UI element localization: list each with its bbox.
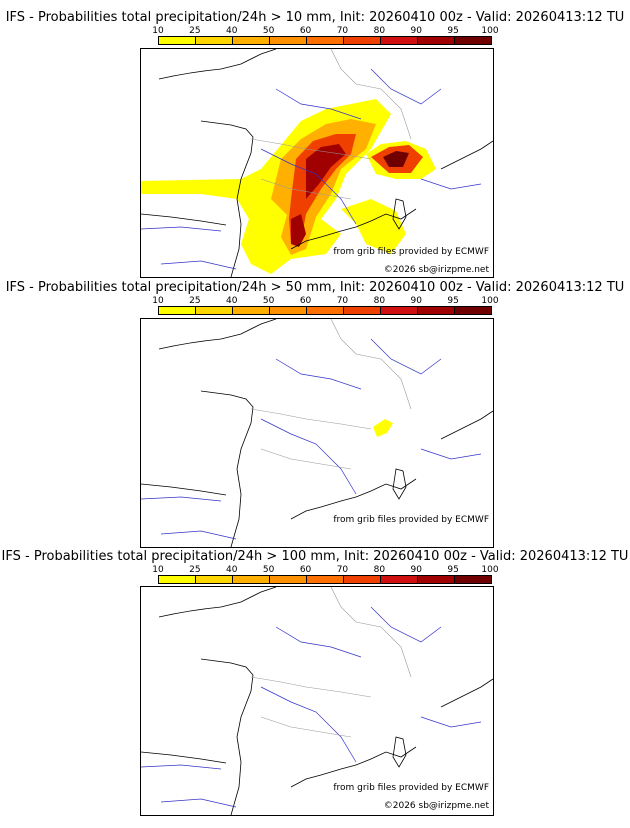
scale-tick-label: 25 [189, 296, 201, 306]
scale-swatch [381, 37, 418, 44]
panel-3-color-scale: 10 25 40 50 60 70 80 90 95 100 [152, 565, 499, 584]
scale-swatch [159, 307, 196, 314]
panel-3-map: from grib files provided by ECMWF ©2026 … [140, 586, 494, 816]
scale-tick-label: 95 [447, 296, 459, 306]
panel-1-credit-source: from grib files provided by ECMWF [333, 247, 489, 257]
panel-1-map: from grib files provided by ECMWF ©2026 … [140, 48, 494, 278]
scale-tick-label: 100 [481, 296, 499, 306]
scale-swatch [455, 307, 491, 314]
panel-1-title: IFS - Probabilities total precipitation/… [5, 10, 625, 25]
scale-tick-label: 50 [262, 296, 275, 306]
panel-3-rivers [141, 606, 482, 808]
panel-3-map-svg [141, 587, 493, 815]
scale-tick-label: 40 [226, 296, 238, 306]
scale-swatch [233, 576, 270, 583]
panel-2-map-svg [141, 319, 493, 547]
scale-swatch [418, 307, 455, 314]
scale-swatch [381, 307, 418, 314]
scale-tick-label: 60 [299, 296, 312, 306]
scale-swatch [418, 576, 455, 583]
scale-swatch [196, 576, 233, 583]
scale-swatch [344, 576, 381, 583]
panel-1-borders [250, 49, 412, 200]
scale-tick-label: 40 [226, 26, 238, 36]
panel-3-credit-copyright: ©2026 sb@irizpme.net [383, 801, 489, 811]
panel-1-color-scale: 10 25 40 50 60 70 80 90 95 100 [152, 26, 499, 45]
scale-swatch [270, 307, 307, 314]
panel-2-precip-field [373, 419, 393, 437]
panel-1-coastline [141, 49, 493, 277]
panel-2-map: from grib files provided by ECMWF [140, 318, 494, 548]
scale-tick-label: 50 [262, 26, 275, 36]
panel-1-precip-field [141, 99, 436, 274]
scale-swatch [233, 307, 270, 314]
scale-swatch [344, 37, 381, 44]
scale-tick-label: 70 [336, 565, 349, 575]
scale-swatch [418, 37, 455, 44]
panel-1-rivers [141, 68, 482, 270]
scale-swatch [455, 576, 491, 583]
scale-tick-label: 95 [447, 565, 459, 575]
panel-2-credit-source: from grib files provided by ECMWF [333, 515, 489, 525]
scale-tick-label: 70 [336, 26, 349, 36]
scale-swatch [307, 37, 344, 44]
scale-tick-label: 95 [447, 26, 459, 36]
scale-tick-label: 25 [189, 26, 201, 36]
panel-3-borders [250, 587, 412, 738]
scale-swatch [455, 37, 491, 44]
scale-tick-label: 80 [373, 26, 386, 36]
panel-2-borders [250, 319, 412, 470]
scale-swatch [307, 307, 344, 314]
scale-tick-label: 50 [262, 565, 275, 575]
scale-swatch [307, 576, 344, 583]
panel-1-map-svg [141, 49, 493, 277]
panel-3-credit-source: from grib files provided by ECMWF [333, 783, 489, 793]
panel-2-coastline [141, 319, 493, 547]
scale-tick-label: 80 [373, 565, 386, 575]
panel-2-color-scale: 10 25 40 50 60 70 80 90 95 100 [152, 296, 499, 315]
panel-2-title: IFS - Probabilities total precipitation/… [5, 280, 625, 295]
scale-swatch [159, 37, 196, 44]
scale-tick-label: 60 [299, 565, 312, 575]
panel-3-coastline [141, 587, 493, 815]
scale-tick-label: 60 [299, 26, 312, 36]
scale-tick-label: 40 [226, 565, 238, 575]
scale-tick-label: 10 [152, 565, 164, 575]
scale-tick-label: 10 [152, 296, 164, 306]
scale-tick-label: 90 [410, 565, 422, 575]
scale-swatch [270, 37, 307, 44]
scale-tick-label: 25 [189, 565, 201, 575]
scale-tick-label: 80 [373, 296, 386, 306]
panel-3-title: IFS - Probabilities total precipitation/… [1, 549, 629, 564]
panel-2-rivers [141, 338, 482, 540]
scale-tick-label: 10 [152, 26, 164, 36]
scale-swatch [344, 307, 381, 314]
scale-swatch [233, 37, 270, 44]
panel-1-credit-copyright: ©2026 sb@irizpme.net [383, 265, 489, 275]
scale-swatch [381, 576, 418, 583]
scale-swatch [196, 37, 233, 44]
scale-tick-label: 100 [481, 565, 499, 575]
scale-tick-label: 90 [410, 296, 422, 306]
scale-swatch [270, 576, 307, 583]
scale-swatch [159, 576, 196, 583]
scale-tick-label: 100 [481, 26, 499, 36]
scale-tick-label: 90 [410, 26, 422, 36]
scale-swatch [196, 307, 233, 314]
scale-tick-label: 70 [336, 296, 349, 306]
